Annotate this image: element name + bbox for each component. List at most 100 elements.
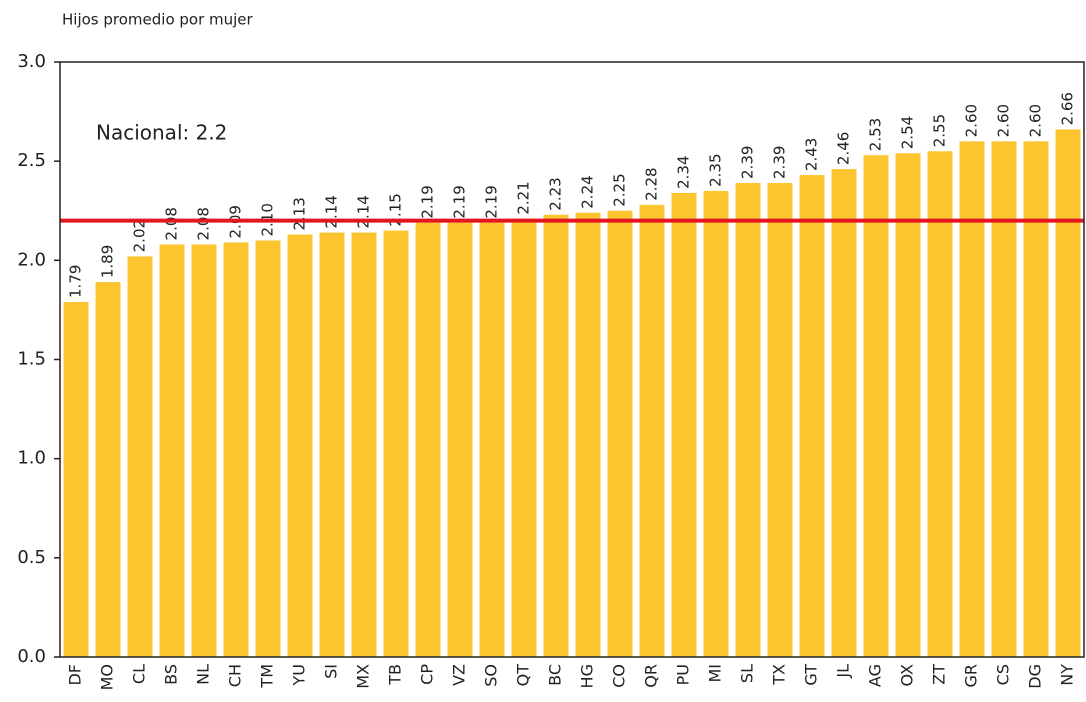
x-tick-label: SO: [482, 664, 501, 687]
x-tick-label: NY: [1058, 664, 1077, 686]
value-label: 2.60: [995, 104, 1013, 137]
y-tick-label: 0.5: [17, 547, 46, 568]
bar: [831, 169, 857, 657]
x-tick-label: CO: [610, 664, 629, 688]
x-tick-label: TM: [258, 664, 277, 689]
bar: [671, 192, 697, 657]
x-tick-label: CH: [226, 664, 245, 687]
x-tick-label: QR: [642, 664, 661, 688]
x-tick-label: AG: [866, 664, 885, 687]
x-tick-label: YU: [290, 664, 309, 686]
x-tick-label: MO: [98, 664, 117, 690]
value-label: 2.24: [579, 175, 597, 208]
value-label: 2.43: [803, 138, 821, 171]
bar: [191, 244, 217, 657]
x-tick-label: MI: [706, 664, 725, 683]
bar: [95, 282, 121, 657]
value-label: 2.14: [355, 195, 373, 228]
value-label: 2.39: [739, 146, 757, 179]
bar: [159, 244, 185, 657]
bar: [607, 210, 633, 657]
bar: [863, 155, 889, 657]
x-tick-label: BS: [162, 664, 181, 685]
value-label: 2.55: [931, 114, 949, 147]
bar: [479, 222, 505, 657]
bar: [223, 242, 249, 657]
x-tick-label: QT: [514, 664, 533, 687]
x-tick-label: TX: [770, 664, 789, 686]
value-label: 2.54: [899, 116, 917, 149]
bar: [383, 230, 409, 658]
bar: [319, 232, 345, 658]
x-tick-label: TB: [386, 664, 405, 686]
value-label: 2.60: [1027, 104, 1045, 137]
bar: [735, 182, 761, 657]
value-label: 2.53: [867, 118, 885, 151]
value-label: 2.60: [963, 104, 981, 137]
bar: [959, 141, 985, 658]
x-tick-label: DF: [66, 664, 85, 686]
value-label: 2.23: [547, 177, 565, 210]
value-label: 2.46: [835, 132, 853, 165]
bar: [543, 214, 569, 657]
x-tick-label: CP: [418, 664, 437, 685]
value-label: 2.66: [1059, 92, 1077, 125]
bar: [287, 234, 313, 658]
x-tick-label: VZ: [450, 664, 469, 686]
x-tick-label: CS: [994, 664, 1013, 685]
value-label: 2.21: [515, 181, 533, 214]
value-label: 2.19: [451, 185, 469, 218]
bar: [799, 175, 825, 658]
y-tick-label: 0.0: [17, 646, 46, 667]
x-tick-label: ZT: [930, 664, 949, 685]
bar: [63, 301, 89, 657]
bar: [127, 256, 153, 657]
y-tick-label: 3.0: [17, 51, 46, 72]
y-axis-label: Hijos promedio por mujer: [62, 11, 254, 29]
bar: [415, 222, 441, 657]
x-tick-label: BC: [546, 664, 565, 686]
x-tick-label: OX: [898, 664, 917, 687]
x-tick-label: GT: [802, 664, 821, 686]
value-label: 2.08: [195, 207, 213, 240]
x-tick-label: HG: [578, 664, 597, 688]
x-tick-label: MX: [354, 664, 373, 689]
bar: [991, 141, 1017, 658]
value-label: 2.02: [131, 219, 149, 252]
value-label: 2.14: [323, 195, 341, 228]
bar: [767, 182, 793, 657]
bar: [639, 204, 665, 658]
value-label: 2.25: [611, 173, 629, 206]
y-tick-label: 2.5: [17, 150, 46, 171]
y-tick-label: 1.5: [17, 349, 46, 370]
bar: [1055, 129, 1081, 657]
x-tick-label: CL: [130, 664, 149, 684]
value-label: 1.89: [99, 245, 117, 278]
y-tick-label: 1.0: [17, 448, 46, 469]
value-label: 2.15: [387, 193, 405, 226]
value-label: 2.34: [675, 155, 693, 188]
value-label: 1.79: [67, 265, 85, 298]
bar: [927, 151, 953, 657]
x-tick-label: JL: [834, 664, 853, 679]
y-tick-label: 2.0: [17, 249, 46, 270]
bar: [575, 212, 601, 657]
value-label: 2.13: [291, 197, 309, 230]
value-label: 2.39: [771, 146, 789, 179]
x-tick-label: GR: [962, 664, 981, 688]
x-tick-label: NL: [194, 664, 213, 685]
x-tick-label: PU: [674, 664, 693, 685]
x-tick-label: SL: [738, 664, 757, 683]
x-tick-label: SI: [322, 664, 341, 679]
bar: [895, 153, 921, 657]
reference-label: Nacional: 2.2: [96, 121, 227, 145]
value-label: 2.19: [483, 185, 501, 218]
bar: [703, 190, 729, 657]
bar: [511, 218, 537, 657]
bar: [351, 232, 377, 658]
bar: [447, 222, 473, 657]
value-label: 2.35: [707, 154, 725, 187]
plot-frame: [59, 61, 1085, 658]
